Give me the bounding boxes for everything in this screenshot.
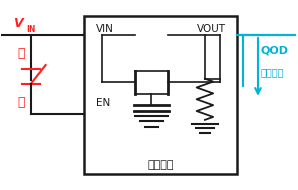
Text: EN: EN bbox=[96, 98, 110, 108]
Text: 开: 开 bbox=[18, 47, 25, 60]
Text: 放电通路: 放电通路 bbox=[261, 67, 284, 78]
Text: 负载开关: 负载开关 bbox=[148, 160, 174, 170]
Text: QOD: QOD bbox=[261, 45, 289, 55]
Text: V: V bbox=[13, 17, 23, 30]
Text: IN: IN bbox=[27, 25, 36, 34]
Text: VIN: VIN bbox=[96, 24, 114, 34]
Text: 关: 关 bbox=[18, 96, 25, 109]
Text: VOUT: VOUT bbox=[197, 24, 226, 34]
Bar bbox=[84, 16, 237, 174]
